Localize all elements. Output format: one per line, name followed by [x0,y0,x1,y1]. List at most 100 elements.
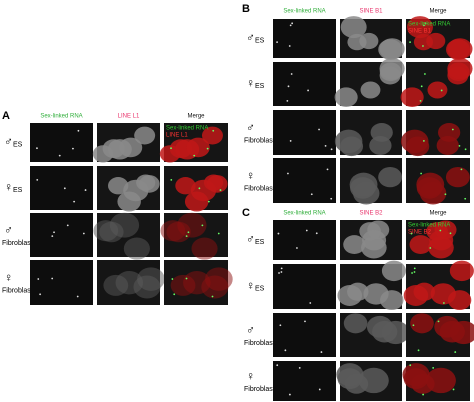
rna-spot [207,200,210,203]
sex-symbol: ♂ [246,232,255,246]
rna-spot [330,148,333,151]
rna-spot [201,224,204,227]
nucleus [429,229,454,251]
image-panel [30,260,93,305]
column-header: Merge [429,9,447,15]
row-label: Fibroblast [2,287,33,294]
micrograph [273,313,336,357]
nucleus [362,229,387,251]
nucleus [191,237,218,260]
rna-spot [464,148,467,151]
rna-spot [36,178,39,181]
image-panel [273,62,336,106]
rna-spot [458,144,461,147]
rna-spot [187,231,190,234]
nucleus [166,221,191,243]
nucleus [137,267,165,291]
row-label: ♂ES [246,232,265,246]
rna-spot [305,229,308,232]
micrograph [273,19,336,58]
nucleus [337,285,363,306]
nucleus [123,237,150,260]
rna-spot [76,295,79,298]
rna-spot [422,140,425,142]
rna-spot [432,367,435,369]
row-label: Fibroblast [244,185,275,192]
micrograph [406,158,470,205]
rna-spot [53,231,55,234]
merge-legend: SINE B2 [408,230,432,236]
rna-spot [278,272,280,274]
nucleus [403,368,429,389]
rna-spot [460,168,463,171]
image-panel [273,158,336,203]
nucleus [426,32,446,50]
rna-spot [304,320,306,323]
cell-type: ES [13,141,23,148]
rna-spot [288,393,291,396]
rna-spot [413,271,416,273]
micrograph [402,361,470,401]
micrograph [164,260,233,305]
rna-spot [279,324,282,327]
nucleus [403,285,429,306]
rna-spot [206,147,209,150]
image-panel [273,19,336,58]
column-header: Sex-linked RNA [40,114,82,120]
nucleus [378,166,403,188]
rna-spot [410,232,413,235]
cell-type: ES [255,239,265,246]
sex-symbol: ♀ [246,76,255,90]
nucleus [205,267,233,291]
rna-spot [296,247,298,249]
rna-spot [424,73,426,75]
rna-spot [288,45,291,47]
rna-spot [63,187,66,190]
row-label: Fibroblast [2,240,33,247]
nucleus [108,177,129,195]
rna-spot [291,22,294,25]
nucleus [201,126,223,145]
rna-spot [429,247,432,249]
row-label: ♂ [246,323,255,337]
rna-spot [412,324,415,327]
image-panel [273,361,336,401]
nucleus [416,177,443,199]
rna-spot [298,367,301,369]
micrograph [334,57,405,108]
column-header: Sex-linked RNA [283,9,325,15]
nucleus [409,235,432,254]
nucleus [436,135,459,155]
rna-spot [287,85,290,88]
micrograph [340,158,403,205]
rna-spot [439,229,442,232]
nucleus [134,126,156,145]
row-label: ♂ES [246,31,265,45]
nucleus [343,313,368,334]
sex-symbol: ♂ [246,323,255,337]
nucleus [99,221,124,243]
rna-spot [58,154,61,157]
rna-spot [324,144,327,147]
nucleus [406,136,430,157]
rna-spot [424,22,427,25]
rna-spot [320,351,323,353]
rna-spot [451,128,454,131]
rna-spot [170,147,172,150]
micrograph [403,260,474,310]
rna-spot [422,393,425,396]
row-label: ♀ES [246,279,265,293]
micrograph [340,313,410,357]
nucleus [445,166,470,188]
micrograph [92,123,160,163]
rna-spot [84,189,87,191]
panel-label: A [2,110,10,122]
cell-type: ES [255,285,265,292]
rna-spot [280,267,283,270]
rna-spot [170,178,173,181]
rna-spot [444,193,447,196]
rna-spot [66,224,69,227]
nucleus [175,177,196,195]
rna-spot [307,89,309,92]
